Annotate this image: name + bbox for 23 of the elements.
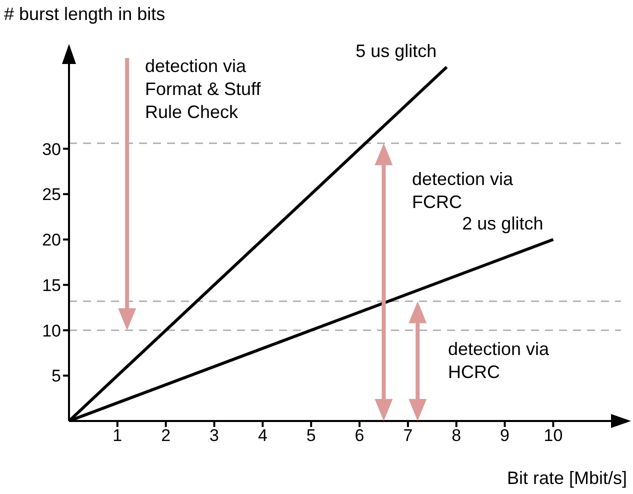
x-tick-label: 7	[403, 426, 413, 446]
x-tick-label: 6	[354, 426, 364, 446]
series-label: 5 us glitch	[356, 41, 437, 62]
x-tick-label: 4	[258, 426, 268, 446]
x-tick-label: 10	[544, 426, 563, 446]
y-tick-label: 5	[52, 366, 61, 386]
x-tick-label: 1	[112, 426, 122, 446]
x-tick-label: 5	[306, 426, 316, 446]
series-label: 2 us glitch	[462, 214, 544, 234]
annotation: detection via Format & Stuff Rule Check	[145, 55, 261, 124]
x-tick-label: 9	[500, 426, 510, 446]
x-axis-title: Bit rate [Mbit/s]	[506, 468, 627, 489]
y-tick-label: 30	[42, 140, 61, 159]
y-tick-label: 20	[42, 230, 61, 250]
y-tick-label: 25	[42, 185, 61, 204]
annotation: detection via HCRC	[448, 338, 550, 384]
y-axis-title: # burst length in bits	[4, 4, 166, 25]
y-tick-label: 15	[42, 276, 61, 295]
y-tick-label: 10	[42, 321, 61, 340]
annotation: detection via FCRC	[412, 168, 514, 214]
x-tick-label: 8	[452, 426, 462, 446]
x-tick-label: 2	[161, 426, 171, 446]
x-tick-label: 3	[210, 426, 219, 446]
